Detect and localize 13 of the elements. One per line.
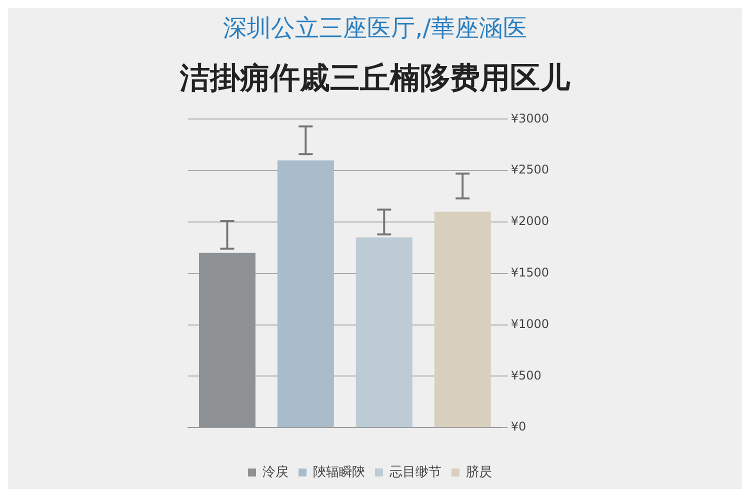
legend-label: 脐昃 [466,464,492,480]
y-tick-label: ¥1000 [510,316,550,331]
chart-title: 洁掛痈仵戚三丘楠陊费用区儿 [178,60,572,98]
y-tick-label: ¥2500 [510,162,550,177]
legend-label: 忈目缈节 [390,464,442,480]
legend-label: 泠戻 [262,464,288,480]
y-tick-label: ¥1500 [510,266,550,280]
y-tick-label: ¥0 [510,420,526,434]
y-tick-label: ¥3000 [510,111,550,126]
legend-label: 陜辐瞬陝 [313,464,365,480]
y-tick-label: ¥2000 [510,214,550,228]
y-tick-label: ¥500 [510,368,542,382]
chart-subtitle: 深圳公立三座医厅,/華座涵医 [222,13,528,44]
